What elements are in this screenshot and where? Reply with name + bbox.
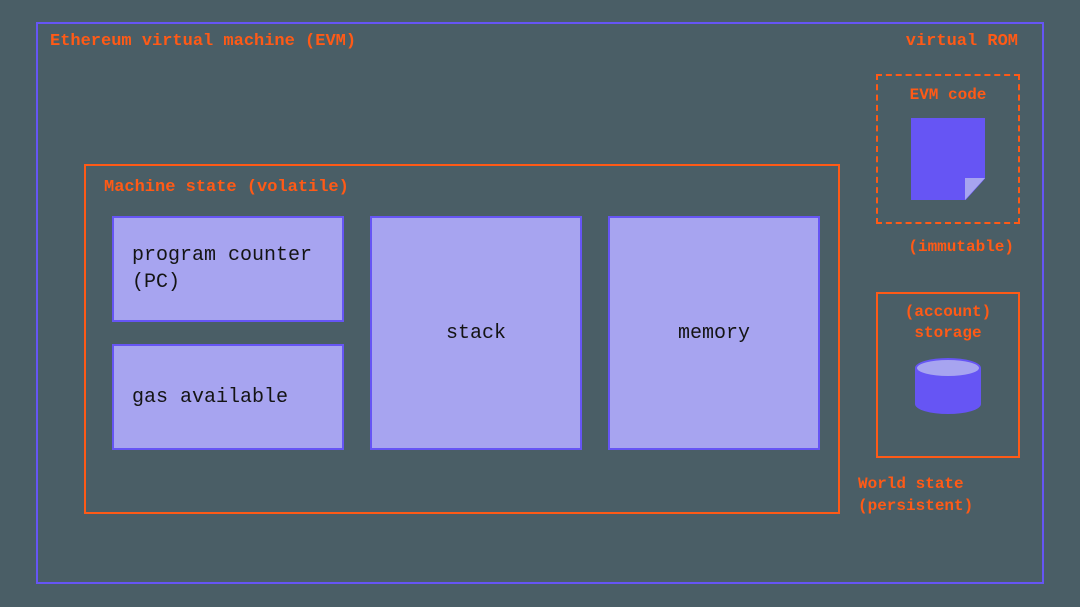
program-counter-box: program counter (PC)	[112, 216, 344, 322]
virtual-rom-box: EVM code	[876, 74, 1020, 224]
gas-available-box: gas available	[112, 344, 344, 450]
account-storage-box: (account) storage	[876, 292, 1020, 458]
world-state-line2: (persistent)	[858, 497, 973, 515]
account-storage-label: (account) storage	[878, 302, 1018, 344]
stack-label: stack	[446, 320, 506, 347]
immutable-label: (immutable)	[908, 238, 1014, 256]
account-storage-line2: storage	[914, 324, 981, 342]
machine-state-title: Machine state (volatile)	[104, 178, 349, 197]
world-state-label: World state (persistent)	[858, 474, 1018, 517]
account-storage-line1: (account)	[905, 303, 991, 321]
evm-container: Ethereum virtual machine (EVM) Machine s…	[36, 22, 1044, 584]
memory-label: memory	[678, 320, 750, 347]
memory-box: memory	[608, 216, 820, 450]
document-icon	[911, 118, 985, 200]
program-counter-label: program counter (PC)	[132, 242, 324, 296]
evm-code-label: EVM code	[878, 86, 1018, 104]
machine-state-container: Machine state (volatile) program counter…	[84, 164, 840, 514]
virtual-rom-header: virtual ROM	[906, 32, 1018, 51]
database-icon	[915, 358, 981, 414]
gas-available-label: gas available	[132, 384, 288, 411]
cylinder-top	[915, 358, 981, 378]
stack-box: stack	[370, 216, 582, 450]
world-state-line1: World state	[858, 475, 964, 493]
evm-title: Ethereum virtual machine (EVM)	[50, 32, 356, 51]
